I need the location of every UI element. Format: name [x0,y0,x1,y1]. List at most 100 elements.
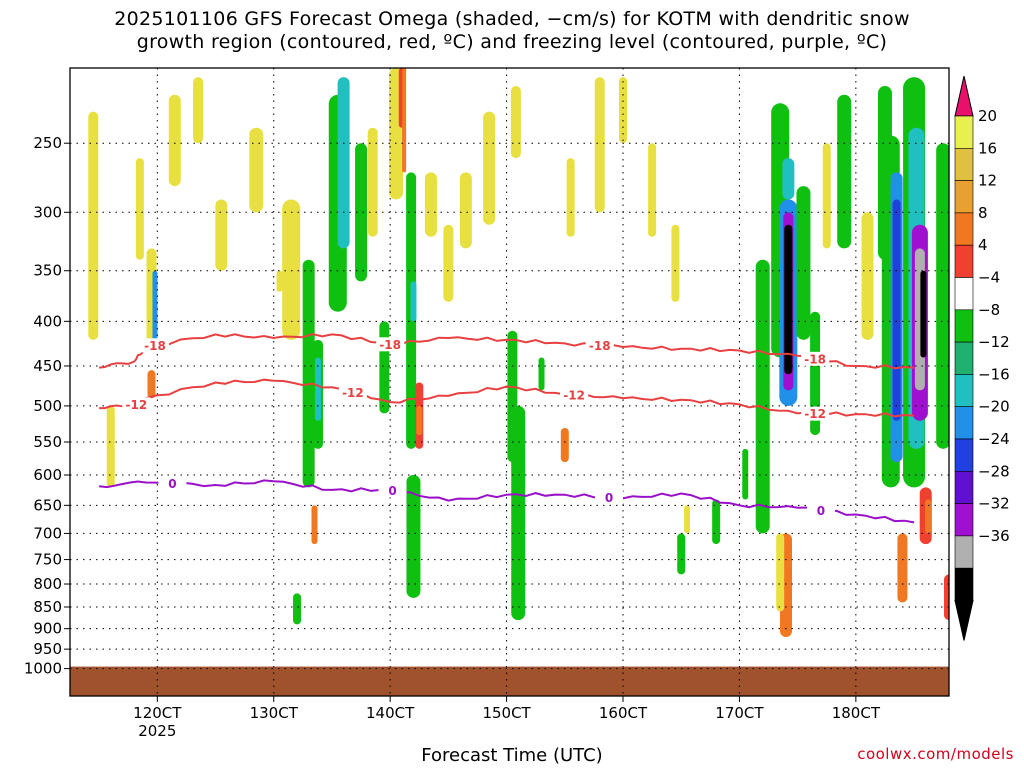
contour-label-bg [158,476,187,491]
omega-cell [810,311,821,436]
terrain [70,666,949,696]
omega-cell [784,224,793,375]
terrain-fill [70,666,949,696]
colorbar-segment [954,277,974,311]
omega-cell [249,127,264,213]
colorbar-bottom-arrow [954,600,974,641]
omega-cell [135,158,144,260]
omega-cell [861,212,874,340]
colorbar-segment [954,341,974,375]
y-tick-label: 300 [33,203,62,221]
colorbar-label: 16 [978,139,997,157]
omega-cell [684,505,691,534]
omega-cell [302,259,315,488]
y-tick-label: 1000 [24,660,62,678]
colorbar-segment [954,438,974,472]
omega-cell [619,77,628,144]
omega-cell [355,143,368,282]
colorbar-segment [954,212,974,246]
omega-cell [459,172,472,249]
x-axis: 120CT 130CT 140CT 150CT 160CT 170CT 180CT 2025 [133,696,881,740]
omega-cell [276,270,283,292]
colorbar-label: −16 [978,365,1010,383]
omega-cell [106,405,115,488]
colorbar: 20 16 12 8 4 −4 −8 −12 −16 −20 −24 −28 −32 −36 [954,75,1010,641]
omega-cell [837,94,852,249]
contour-label: 0 [605,491,613,505]
omega-cell [936,143,949,449]
colorbar-segment [954,406,974,440]
omega-cell [282,199,301,340]
contour-label: -18 [589,339,611,353]
contour-label: 0 [388,484,396,498]
colorbar-segment [954,374,974,407]
colorbar-label: −24 [978,430,1010,448]
omega-cell [755,259,770,534]
y-tick-label: 750 [33,551,62,569]
omega-cell [648,143,657,237]
title-line-1: 2025101106 GFS Forecast Omega (shaded, −… [114,8,910,30]
colorbar-segment [954,148,974,181]
contour-label: -12 [804,407,826,421]
y-tick-label: 400 [33,312,62,330]
omega-cell [538,357,545,391]
colorbar-segment [954,567,974,601]
contour-label-bg [338,385,367,400]
omega-cell [892,199,901,421]
y-tick-label: 950 [33,640,62,658]
omega-cell [920,270,927,358]
colorbar-segment [954,180,974,214]
omega-cell [314,357,321,421]
colorbar-segment [954,470,974,504]
omega-cell [147,370,156,399]
omega-cell [822,143,831,249]
colorbar-segment [954,115,974,149]
colorbar-label: 4 [978,236,988,254]
omega-cell [796,186,811,340]
contours: -18 -18 -18 -18 -12 -12 -12 -12 0 0 0 0 [98,332,915,524]
x-tick-label: 160CT [599,704,648,722]
contour-label-bg [140,338,169,353]
y-tick-label: 450 [33,357,62,375]
y-axis: 250 300 350 400 450 500 550 600 650 700 750 800 850 9… [24,134,70,678]
contour-label-bg [595,490,624,505]
colorbar-top-arrow [954,75,974,117]
plot-frame [69,67,950,697]
omega-cell [367,127,378,237]
omega-cell [677,533,686,575]
colorbar-segment [954,535,974,569]
omega-cell [88,111,99,340]
omega-cell [416,405,423,436]
omega-cell [168,94,181,187]
omega-cell [944,574,949,621]
x-tick-label: 150CT [482,704,531,722]
x-tick-label: 130CT [250,704,299,722]
x-axis-title: Forecast Time (UTC) [421,745,603,766]
contour-freezing-0 [98,479,915,524]
omega-cell [776,533,785,612]
omega-cell [424,172,437,237]
x-tick-label: 170CT [715,704,764,722]
x-sub-label: 2025 [138,722,176,740]
contour-label-bg [560,387,589,402]
omega-cell [712,499,721,545]
colorbar-segment [954,244,974,278]
omega-cell [483,111,496,225]
omega-cell [594,77,605,213]
omega-cell [215,199,228,271]
y-tick-label: 850 [33,598,62,616]
grid [70,68,949,696]
contour-label-bg [585,338,614,353]
x-tick-label: 120CT [133,704,182,722]
omega-cell [566,158,575,237]
y-tick-label: 500 [33,397,62,415]
credit-link[interactable]: coolwx.com/models [857,745,1014,763]
contour-label-bg [806,503,835,518]
colorbar-label: −32 [978,495,1010,513]
colorbar-label: −28 [978,462,1010,480]
colorbar-label: 20 [978,107,997,125]
omega-cell [443,224,454,302]
contour-dendritic-minus12 [99,378,915,418]
omega-cell [925,499,932,534]
